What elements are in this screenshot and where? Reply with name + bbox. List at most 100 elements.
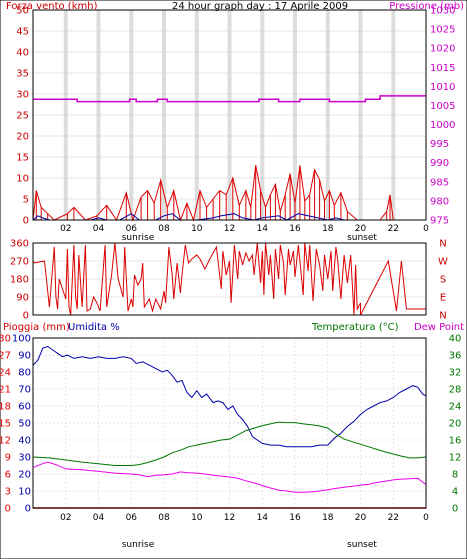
y-tick-label: 10: [18, 487, 31, 498]
p1-plot-border: [32, 9, 427, 221]
y-tick-label: 50: [18, 419, 31, 430]
y-tick-label: 27: [0, 351, 11, 362]
p1-right-title: Pressione (mb): [389, 1, 464, 12]
y-tick-label: 15: [16, 153, 29, 164]
p3-humidity-line: [32, 345, 427, 448]
x-tick-label: 22: [388, 513, 399, 523]
y-tick-label: 0: [5, 504, 11, 515]
y-tick-label: 24: [0, 368, 11, 379]
p3-temperature-line: [32, 421, 427, 466]
x-tick-label: 16: [289, 224, 301, 234]
y-tick-label: 30: [16, 90, 29, 101]
p1-gust-line: [32, 165, 426, 222]
x-tick-label: 18: [322, 513, 334, 523]
y-tick-label: 1010: [430, 82, 455, 93]
p3-sunrise-label: sunrise: [122, 540, 155, 550]
y-tick-label: 21: [0, 385, 11, 396]
y-tick-label: W: [438, 257, 448, 268]
y-tick-label: 12: [449, 453, 462, 464]
y-tick-label: 985: [430, 177, 449, 188]
p3-plot-border: [32, 337, 427, 509]
y-tick-label: 1015: [430, 63, 455, 74]
x-tick-label: 06: [126, 224, 138, 234]
x-tick-label: 08: [158, 513, 170, 523]
y-tick-label: 990: [430, 158, 449, 169]
y-tick-label: 980: [430, 196, 449, 207]
y-tick-label: 90: [16, 293, 29, 304]
p1-pressure-line: [33, 95, 426, 103]
y-tick-label: 40: [449, 334, 462, 345]
y-tick-label: 18: [0, 402, 11, 413]
p1-chart-title: 24 hour graph day : 17 Aprile 2009: [172, 1, 348, 12]
y-tick-label: 3: [5, 487, 11, 498]
x-tick-label: 02: [60, 224, 71, 234]
y-tick-label: 12: [0, 436, 11, 447]
y-tick-label: S: [440, 275, 446, 286]
p3-temperature-title: Temperatura (°C): [311, 322, 399, 333]
x-tick-label: 04: [93, 224, 105, 234]
y-tick-label: 100: [12, 334, 31, 345]
y-tick-label: 15: [0, 419, 11, 430]
y-tick-label: 6: [5, 470, 11, 481]
y-tick-label: N: [439, 239, 446, 250]
y-tick-label: 36: [449, 351, 462, 362]
y-tick-label: 0: [25, 504, 31, 515]
y-tick-label: 40: [18, 436, 31, 447]
y-tick-label: 8: [452, 470, 458, 481]
p1-left-ticks: 0 5 10 15 20 25 30 35 40 45 50: [16, 6, 29, 227]
p3-x-ticks: 02 04 06 08 10 12 14 16 18 20 22 0: [60, 513, 429, 523]
p1-wind-speed-line: [32, 213, 426, 221]
y-tick-label: 20: [16, 132, 29, 143]
y-tick-label: 35: [16, 69, 29, 80]
y-tick-label: 995: [430, 139, 449, 150]
y-tick-label: 0: [452, 504, 458, 515]
p3-humidity-ticks: 0 10 20 30 40 50 60 70 80 90 100: [12, 334, 31, 515]
p3-temperature-ticks: 0 4 8 12 16 20 24 28 32 36 40: [449, 334, 462, 515]
x-tick-label: 12: [224, 513, 235, 523]
y-tick-label: 25: [16, 111, 29, 122]
y-tick-label: 28: [449, 385, 462, 396]
p1-right-ticks: 975 980 985 990 995 1000 1005 1010 1015 1020 1025 1…: [430, 6, 455, 227]
x-tick-label: 04: [93, 513, 105, 523]
p3-dewpoint-line: [32, 461, 427, 493]
p1-left-title: Forza vento (kmh): [6, 1, 98, 12]
y-tick-label: 10: [16, 174, 29, 185]
y-tick-label: 60: [18, 402, 31, 413]
x-tick-label: 22: [388, 224, 399, 234]
y-tick-label: 30: [0, 334, 11, 345]
y-tick-label: 30: [18, 453, 31, 464]
y-tick-label: 4: [452, 487, 458, 498]
p3-sunset-label: sunset: [347, 540, 377, 550]
p3-rain-title: Pioggia (mm): [3, 322, 70, 333]
y-tick-label: 270: [10, 257, 29, 268]
y-tick-label: 40: [16, 48, 29, 59]
y-tick-label: 0: [23, 311, 29, 322]
x-tick-label: 06: [126, 513, 138, 523]
x-tick-label: 20: [355, 513, 367, 523]
y-tick-label: 20: [449, 419, 462, 430]
y-tick-label: 20: [18, 470, 31, 481]
y-tick-label: 16: [449, 436, 462, 447]
x-tick-label: 18: [322, 224, 334, 234]
y-tick-label: 0: [23, 216, 29, 227]
y-tick-label: 5: [23, 195, 29, 206]
y-tick-label: 1005: [430, 101, 455, 112]
x-tick-label: 16: [289, 513, 301, 523]
y-tick-label: 45: [16, 27, 29, 38]
y-tick-label: 24: [449, 402, 462, 413]
y-tick-label: 70: [18, 385, 31, 396]
y-tick-label: 1000: [430, 120, 455, 131]
x-tick-label: 14: [257, 224, 269, 234]
y-tick-label: 360: [10, 239, 29, 250]
y-tick-label: E: [440, 293, 446, 304]
p3-rain-ticks: 0 3 6 9 12 15 18 21 24 27 30: [0, 334, 11, 515]
x-tick-label: 20: [355, 224, 367, 234]
p1-sunrise-label: sunrise: [122, 233, 155, 243]
p2-plot-border: [32, 242, 427, 316]
